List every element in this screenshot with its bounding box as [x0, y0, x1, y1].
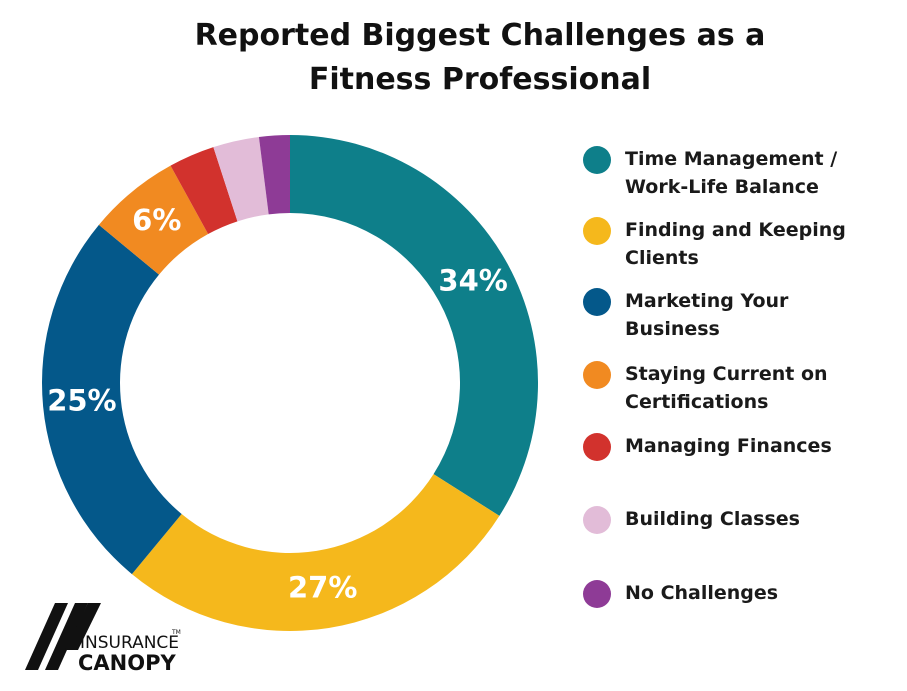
donut-segment — [258, 135, 290, 215]
legend-marker — [583, 288, 611, 316]
logo-bottom: CANOPY — [78, 651, 176, 675]
logo: INSURANCE CANOPY TM — [25, 603, 181, 675]
legend-label: Managing Finances — [625, 435, 832, 457]
chart-title: Reported Biggest Challenges as a Fitness… — [194, 18, 766, 97]
logo-tm: TM — [171, 629, 181, 636]
data-label: 34% — [438, 263, 507, 297]
legend-label: No Challenges — [625, 582, 779, 604]
legend-marker — [583, 217, 611, 245]
donut-segment — [170, 147, 238, 235]
data-label: 27% — [288, 570, 357, 604]
legend-label: Finding and Keeping Clients — [625, 219, 846, 269]
donut-segment — [290, 135, 538, 516]
legend-label: Staying Current on Certifications — [625, 363, 828, 413]
data-label: 25% — [47, 384, 116, 418]
donut-segment — [213, 136, 269, 222]
donut-segment — [131, 474, 500, 631]
legend-marker — [583, 361, 611, 389]
legend-marker — [583, 506, 611, 534]
legend-marker — [583, 580, 611, 608]
logo-top: INSURANCE — [80, 633, 179, 653]
legend-marker — [583, 433, 611, 461]
legend-marker — [583, 146, 611, 174]
data-label: 6% — [132, 203, 181, 237]
donut-segment — [98, 165, 209, 275]
donut-segment — [41, 224, 182, 575]
legend-label: Building Classes — [625, 508, 800, 530]
legend-label: Time Management / Work-Life Balance — [625, 148, 838, 198]
legend-label: Marketing Your Business — [625, 290, 789, 340]
